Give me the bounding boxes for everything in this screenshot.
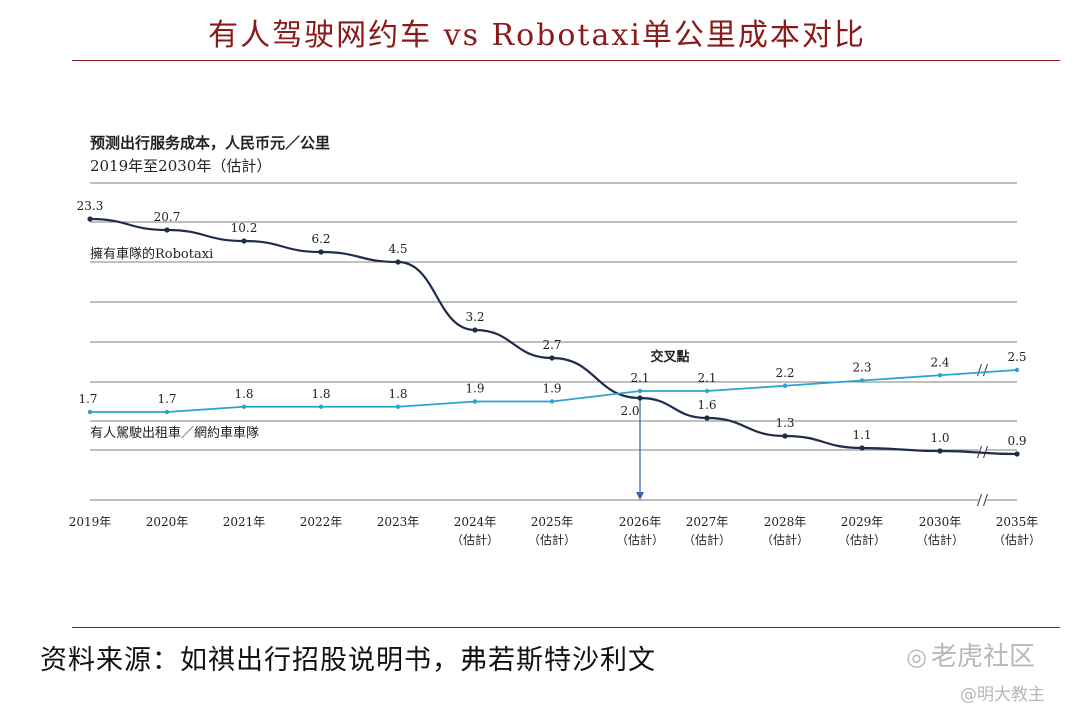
robotaxi-point-10 [859,445,865,451]
robotaxi-value-label-12: 0.9 [1007,434,1026,448]
x-tick-label-3: 2022年 [300,515,343,529]
human-driven-point-7 [637,388,643,394]
crossover-annotation: 交叉點 [650,349,689,365]
human-driven-point-11 [937,373,943,378]
axis-break-mark-2a [977,493,982,507]
robotaxi-value-label-9: 1.3 [775,416,794,430]
robotaxi-point-3 [318,249,324,255]
page-title: 有人驾驶网约车 vs Robotaxi单公里成本对比 [208,18,866,53]
human-driven-value-label-7: 2.1 [630,371,649,385]
human-driven-point-12 [1014,367,1020,373]
x-tick-label-10: 2029年（估計） [838,515,886,547]
human-driven-point-10 [859,378,865,383]
chart-title: 预测出行服务成本，人民币元／公里 [90,134,330,152]
human-driven-value-label-6: 1.9 [542,382,561,396]
human-driven-value-label-0: 1.7 [78,392,97,406]
human-driven-point-4 [395,404,401,409]
robotaxi-value-label-8: 1.6 [697,398,716,412]
human-driven-value-label-1: 1.7 [157,392,176,406]
human-driven-point-8 [704,388,710,394]
robotaxi-series-label: 擁有車隊的Robotaxi [90,246,213,262]
human-driven-point-0 [87,409,93,415]
human-driven-point-1 [164,409,170,415]
robotaxi-value-label-1: 20.7 [154,210,181,224]
robotaxi-value-label-2: 10.2 [231,221,258,235]
x-tick-label-11: 2030年（估計） [916,515,964,547]
human-driven-point-9 [782,383,788,388]
x-tick-label-1: 2020年 [146,515,189,529]
human-driven-value-label-12: 2.5 [1007,350,1026,364]
robotaxi-point-4 [395,259,401,265]
human-driven-point-3 [318,404,324,409]
robotaxi-point-5 [472,327,478,333]
robotaxi-value-label-0: 23.3 [77,199,104,213]
x-tick-label-0: 2019年 [69,515,112,529]
robotaxi-value-label-6: 2.7 [542,338,561,352]
robotaxi-value-label-10: 1.1 [852,428,871,442]
human-driven-value-label-8: 2.1 [697,371,716,385]
axis-break-gap-2 [978,493,987,507]
watermark-brand: 老虎社区 [930,642,1035,672]
x-tick-label-5: 2024年（估計） [451,515,499,547]
robotaxi-point-2 [241,238,247,244]
chart-subtitle: 2019年至2030年（估計） [90,157,271,175]
robotaxi-point-8 [704,415,710,421]
robotaxi-line [89,217,1018,456]
robotaxi-value-label-11: 1.0 [930,431,949,445]
human-driven-value-label-9: 2.2 [775,366,794,380]
human-driven-value-label-3: 1.8 [311,387,330,401]
title-rule [72,60,1060,61]
crossover-arrow-icon [636,492,644,500]
watermark-logo: ◎ 老虎社区 [906,636,1035,673]
axis-break-mark-2b [983,493,988,507]
source-rule [72,627,1060,628]
robotaxi-point-6 [549,355,555,361]
robotaxi-value-label-3: 6.2 [311,232,330,246]
axis-break-mark-0a [977,363,982,377]
tiger-community-icon: ◎ [906,643,927,671]
robotaxi-point-0 [87,216,93,222]
robotaxi-point-12 [1014,451,1020,457]
x-tick-label-6: 2025年（估計） [528,515,576,547]
human-driven-value-label-11: 2.4 [930,355,949,369]
x-tick-label-4: 2023年 [377,515,420,529]
x-tick-label-2: 2021年 [223,515,266,529]
human-driven-value-label-5: 1.9 [465,382,484,396]
human-driven-value-label-2: 1.8 [234,387,253,401]
axis-break-gap-0 [978,363,987,377]
x-tick-label-12: 2035年（估計） [993,515,1041,547]
human-driven-series-label: 有人駕駛出租車／網約車車隊 [90,425,259,441]
robotaxi-point-9 [782,433,788,439]
axis-break-mark-0b [983,363,988,377]
x-tick-label-7: 2026年（估計） [616,515,664,547]
watermark-handle: @明大教主 [960,685,1045,705]
robotaxi-point-7 [637,395,643,401]
robotaxi-point-11 [937,448,943,454]
robotaxi-value-label-5: 3.2 [465,310,484,324]
human-driven-point-5 [472,399,478,404]
human-driven-point-2 [241,404,247,409]
source-note: 资料来源：如祺出行招股说明书，弗若斯特沙利文 [40,645,656,676]
human-driven-point-6 [549,399,555,404]
x-tick-label-8: 2027年（估計） [683,515,731,547]
robotaxi-value-label-4: 4.5 [388,242,407,256]
robotaxi-value-label-7: 2.0 [620,404,639,418]
x-tick-label-9: 2028年（估計） [761,515,809,547]
robotaxi-point-1 [164,227,170,233]
human-driven-value-label-4: 1.8 [388,387,407,401]
human-driven-value-label-10: 2.3 [852,361,871,375]
